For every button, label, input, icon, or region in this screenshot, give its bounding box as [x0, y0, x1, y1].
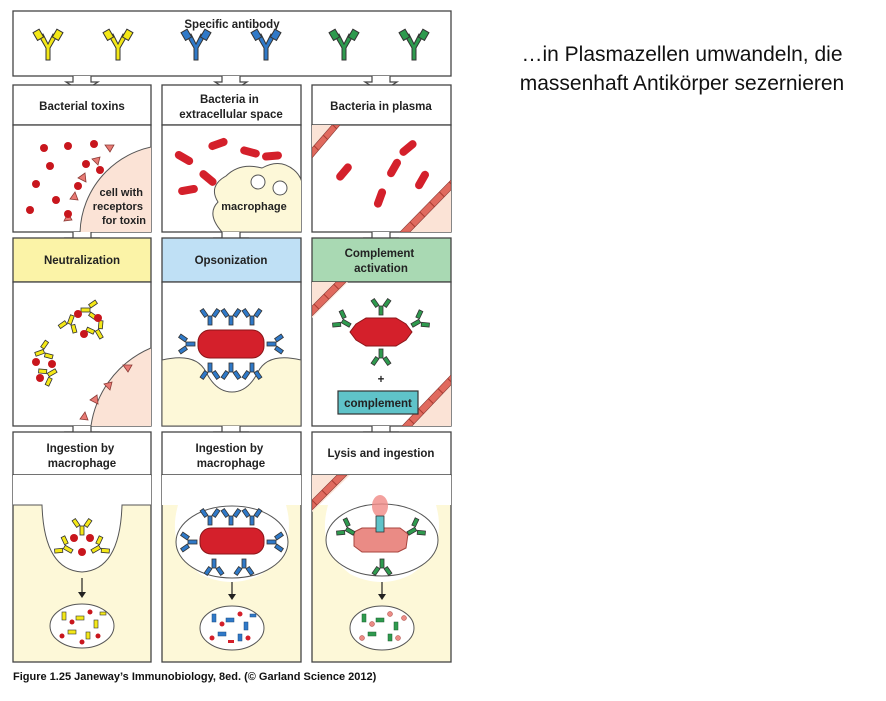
complement-activation-label: Complement activation — [345, 248, 418, 275]
opsonization-label: Opsonization — [195, 255, 268, 267]
header-box — [12, 10, 452, 77]
outcome-label-3: Lysis and ingestion — [328, 448, 435, 460]
vessel-wall-top — [312, 125, 341, 159]
header-title: Specific antibody — [184, 19, 280, 31]
toxin-receptor-cell — [79, 146, 151, 232]
target-plasma-box — [311, 84, 452, 126]
lysosome-3 — [349, 605, 415, 651]
complement-box — [337, 390, 419, 415]
neutralization-label: Neutralization — [44, 255, 120, 267]
outcome-box-1 — [12, 431, 152, 476]
lysed-bacterium — [353, 527, 409, 553]
lysosome-2 — [199, 605, 265, 651]
macrophage-note: macrophage — [221, 201, 286, 213]
neutralized-complex-2 — [31, 339, 62, 388]
neutralization-box — [12, 237, 152, 283]
target-toxins-box — [12, 84, 152, 126]
target-extracellular-label: Bacteria in extracellular space — [179, 94, 283, 121]
opsonization-box — [161, 237, 302, 283]
outcome-label-1: Ingestion by macrophage — [47, 443, 118, 470]
outcome-label-2: Ingestion by macrophage — [196, 443, 267, 470]
column-plasma: Bacteria in plasma Complement activation — [311, 84, 452, 663]
neutralized-complex-1 — [57, 299, 111, 344]
figure-caption: Figure 1.25 Janeway’s Immunobiology, 8ed… — [13, 671, 377, 683]
plus-sign: + — [378, 374, 385, 386]
slide-side-text: …in Plasmazellen umwandeln, die massenha… — [486, 40, 878, 98]
target-plasma-label: Bacteria in plasma — [330, 101, 432, 113]
toxin-cell-note: cell with receptors for toxin — [93, 187, 146, 227]
vessel-wall-bottom — [399, 179, 451, 232]
bacteria-plasma — [336, 140, 429, 208]
column-toxins: Bacterial toxins cell with receptors for… — [12, 84, 152, 663]
target-toxins-label: Bacterial toxins — [39, 101, 125, 113]
opsonized-bacterium — [197, 329, 265, 359]
target-extracellular-box — [161, 84, 302, 126]
column-extracellular: Bacteria in extracellular space macropha… — [161, 84, 302, 663]
side-text-line-2: massenhaft Antikörper sezernieren — [519, 72, 845, 95]
bacteria-extracellular — [174, 137, 282, 196]
side-text-line-1: …in Plasmazellen umwandeln, die — [521, 43, 843, 66]
outcome-box-2 — [161, 431, 302, 476]
outcome-box-3 — [311, 431, 452, 476]
complement-target-bacterium — [349, 317, 413, 347]
toxin-molecules — [26, 140, 104, 218]
complement-activation-box — [311, 237, 452, 283]
complement-label: complement — [344, 398, 412, 410]
phagocytosed-complex-1 — [52, 518, 112, 561]
